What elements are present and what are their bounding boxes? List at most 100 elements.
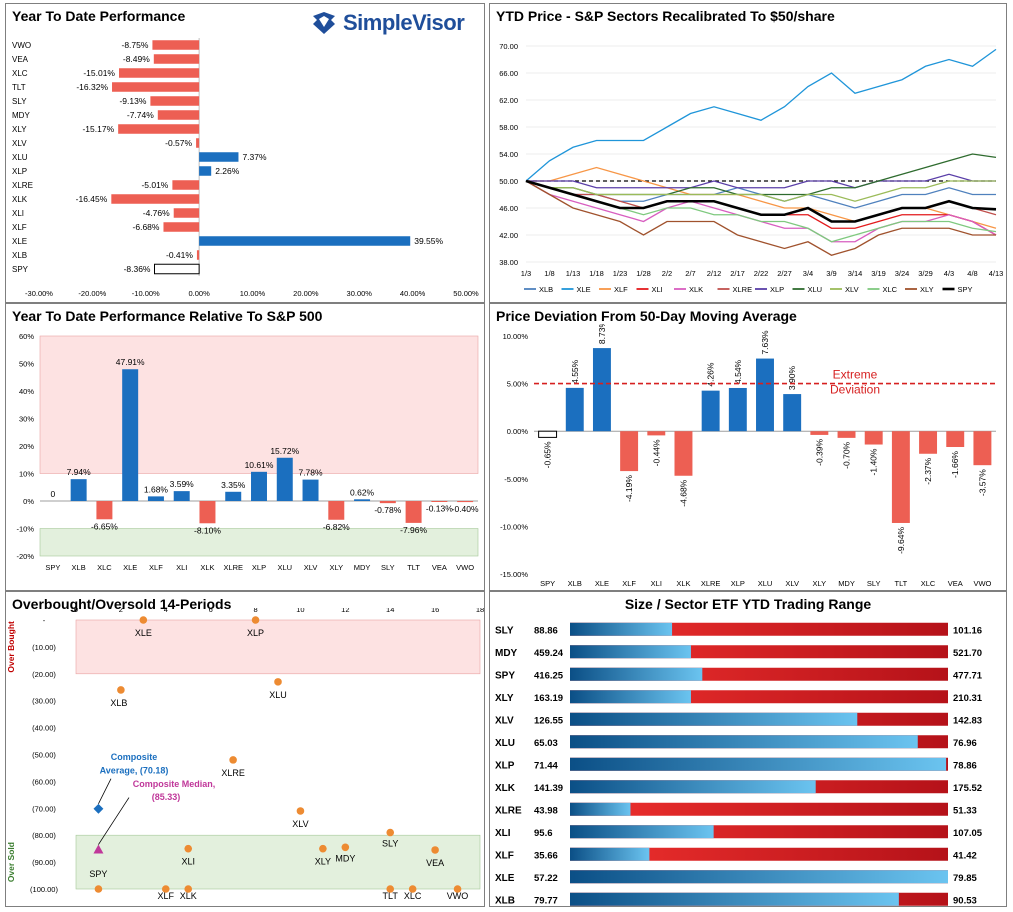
bar xyxy=(354,499,371,501)
category-label: SLY xyxy=(867,579,881,588)
data-label: -0.44% xyxy=(651,439,661,466)
bar xyxy=(199,236,411,246)
data-label: -8.36% xyxy=(124,264,151,274)
category-label: MDY xyxy=(354,563,371,572)
bar xyxy=(157,110,200,120)
y-tick-label: 50.00 xyxy=(499,177,518,186)
scatter-point-xlc xyxy=(408,885,417,893)
x-tick-label: 2/2 xyxy=(662,269,672,278)
range-low: 88.86 xyxy=(534,625,558,636)
relative-chart: -20% -10% 0% 10% 20% 30% 40% 50% 60% 0 SPY 7.94% XLB… xyxy=(16,332,479,572)
x-tick-label: 12 xyxy=(341,608,349,614)
relative-title: Year To Date Performance Relative To S&P… xyxy=(12,308,323,324)
data-label: -0.13% xyxy=(426,503,453,513)
sectors-chart: 38.00 42.00 46.00 50.00 54.00 58.00 62.00 66.00… xyxy=(499,42,1003,294)
data-label: -1.40% xyxy=(869,448,879,475)
range-low: 71.44 xyxy=(534,760,558,771)
category-label: XLE xyxy=(123,563,137,572)
category-label: XLB xyxy=(12,251,27,260)
range-symbol: XLI xyxy=(495,828,511,839)
range-low: 65.03 xyxy=(534,738,558,749)
range-bar-position xyxy=(570,825,714,839)
range-bar-position xyxy=(570,892,899,906)
extreme-label: Deviation xyxy=(830,383,880,397)
median-label: Composite Median, xyxy=(133,779,216,789)
relative-panel: Year To Date Performance Relative To S&P… xyxy=(5,303,485,591)
scatter-point-xlk xyxy=(184,885,193,893)
bar xyxy=(756,358,774,432)
category-label: XLP xyxy=(252,563,266,572)
data-label: 47.91% xyxy=(116,357,145,367)
bar xyxy=(620,431,639,472)
y-tick-label: (10.00) xyxy=(32,643,56,652)
bar xyxy=(196,138,200,148)
data-label: -9.13% xyxy=(119,96,146,106)
category-label: XLF xyxy=(149,563,163,572)
y-tick-label: 0.00% xyxy=(507,427,529,436)
range-low: 79.77 xyxy=(534,895,558,906)
data-label: -5.01% xyxy=(141,180,168,190)
y-tick-label: (70.00) xyxy=(32,804,56,813)
bar xyxy=(111,194,200,204)
data-label: -2.37% xyxy=(923,457,933,484)
x-tick-label: 1/28 xyxy=(636,269,651,278)
bar xyxy=(119,68,200,78)
category-label: TLT xyxy=(894,579,907,588)
point-label: XLI xyxy=(181,857,195,867)
range-symbol: XLB xyxy=(495,895,515,906)
x-tick-label: 2/27 xyxy=(777,269,792,278)
series-line-xle xyxy=(525,48,997,182)
x-tick-label: 14 xyxy=(386,608,394,614)
category-label: XLK xyxy=(676,579,690,588)
range-high: 76.96 xyxy=(953,738,977,749)
scatter-point-xlf xyxy=(161,885,170,893)
bar xyxy=(538,430,558,438)
y-tick-label: 46.00 xyxy=(499,204,518,213)
range-bar-track xyxy=(570,847,948,861)
median-leader xyxy=(98,797,130,845)
range-high: 142.83 xyxy=(953,715,982,726)
bar xyxy=(431,501,448,502)
range-low: 43.98 xyxy=(534,805,558,816)
range-symbol: XLE xyxy=(495,873,515,884)
ytd-title: Year To Date Performance xyxy=(12,8,186,24)
composite-median-marker xyxy=(93,844,104,854)
y-tick-label: 38.00 xyxy=(499,258,518,267)
x-tick-label: 1/18 xyxy=(589,269,604,278)
range-chart: SLY 88.86 101.16 MDY 459.24 521.70 SPY 416.25 47… xyxy=(495,622,983,906)
data-label: -9.64% xyxy=(896,527,906,554)
y-tick-label: (30.00) xyxy=(32,697,56,706)
data-label: 3.90% xyxy=(787,366,797,391)
scatter-point-mdy xyxy=(341,843,350,852)
data-label: -15.01% xyxy=(83,68,115,78)
category-label: TLT xyxy=(407,563,420,572)
sectors-title: YTD Price - S&P Sectors Recalibrated To … xyxy=(496,8,835,24)
range-high: 79.85 xyxy=(953,873,977,884)
data-label: 2.26% xyxy=(215,166,240,176)
bar xyxy=(457,501,474,503)
scatter-point-xlb xyxy=(117,686,125,694)
y-tick-label: -10.00% xyxy=(500,522,528,531)
obos-chart: - (10.00) (20.00) (30.00) (40.00) (50.00) (60.… xyxy=(6,608,484,901)
category-label: XLF xyxy=(12,223,27,232)
range-bar-position xyxy=(570,802,631,816)
point-label: VEA xyxy=(426,858,444,868)
range-low: 57.22 xyxy=(534,873,558,884)
data-label: -0.65% xyxy=(543,441,553,468)
point-label: XLE xyxy=(135,628,152,638)
category-label: XLB xyxy=(568,579,582,588)
data-label: -6.65% xyxy=(91,521,118,531)
series-line-xly xyxy=(525,180,996,256)
x-tick-label: 4/8 xyxy=(967,269,977,278)
bar xyxy=(810,431,829,435)
data-label: 4.55% xyxy=(570,359,580,384)
x-tick-label: 10.00% xyxy=(240,289,266,298)
scatter-point-spy xyxy=(94,885,103,893)
point-label: XLY xyxy=(315,857,331,867)
data-label: -7.96% xyxy=(400,525,427,535)
data-label: -8.10% xyxy=(194,525,221,535)
bar xyxy=(70,479,87,501)
bar xyxy=(379,501,396,504)
category-label: XLI xyxy=(12,209,24,218)
category-label: XLU xyxy=(12,153,28,162)
